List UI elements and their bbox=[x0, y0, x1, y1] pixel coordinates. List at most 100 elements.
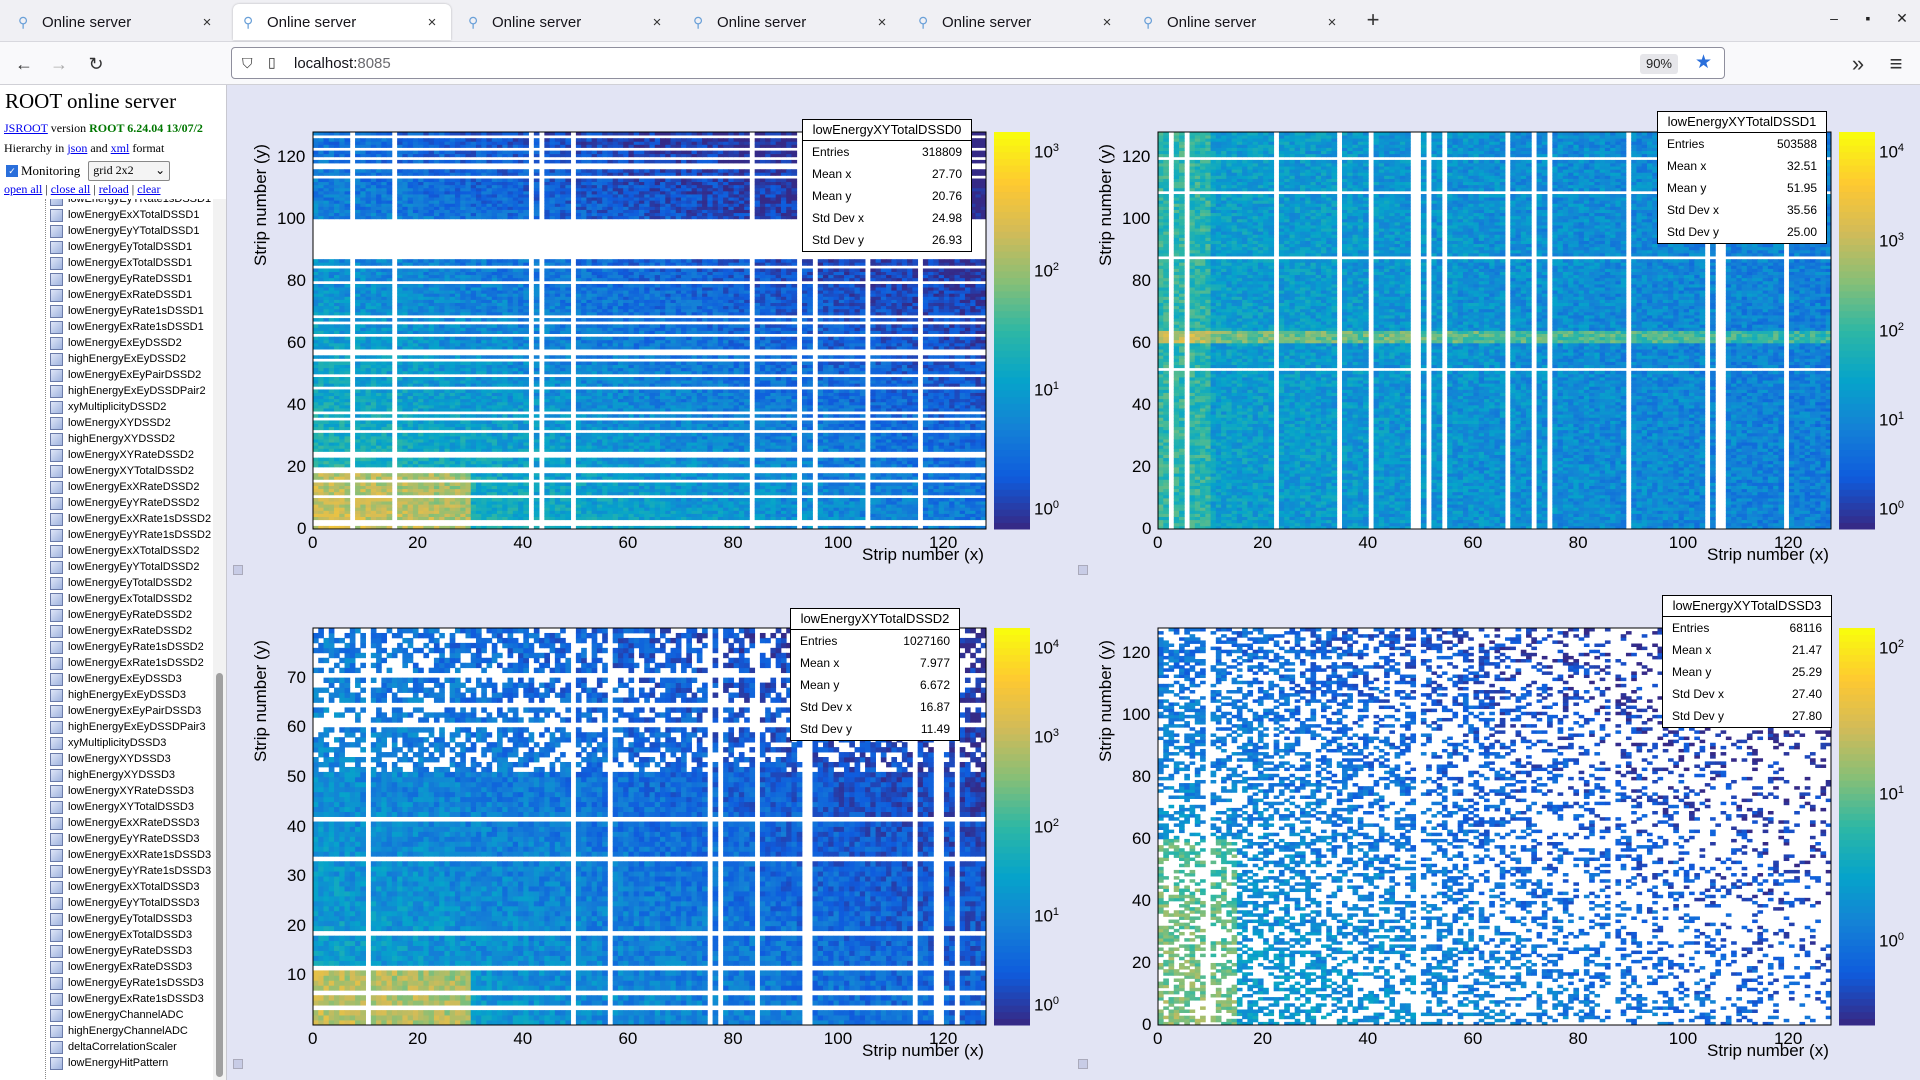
tree-item[interactable]: lowEnergyEyYRateDSSD3 bbox=[50, 831, 199, 847]
heatmap-bin bbox=[596, 389, 603, 393]
tree-item[interactable]: lowEnergyExXRate1sDSSD3 bbox=[50, 847, 211, 863]
tree-item[interactable]: lowEnergyExXRateDSSD2 bbox=[50, 479, 199, 495]
tree-item[interactable]: lowEnergyEyYRate1sDSSD2 bbox=[50, 527, 211, 543]
jsroot-link[interactable]: JSROOT bbox=[4, 121, 48, 135]
tree-item[interactable]: lowEnergyExXTotalDSSD1 bbox=[50, 207, 199, 223]
tree-item[interactable]: lowEnergyExTotalDSSD3 bbox=[50, 927, 192, 943]
app-menu-button[interactable]: ≡ bbox=[1882, 50, 1910, 78]
heatmap-bin bbox=[686, 367, 692, 372]
reload-link[interactable]: reload bbox=[99, 182, 129, 196]
heatmap-bin bbox=[838, 497, 845, 502]
maximize-window-button[interactable]: ▪ bbox=[1856, 10, 1880, 32]
tree-item[interactable]: lowEnergyChannelADC bbox=[50, 1007, 184, 1023]
tree-item[interactable]: lowEnergyEyRate1sDSSD1 bbox=[50, 303, 204, 319]
tree-item[interactable]: lowEnergyExXTotalDSSD2 bbox=[50, 543, 199, 559]
tree-item[interactable]: lowEnergyExRateDSSD3 bbox=[50, 959, 192, 975]
url-bar[interactable]: ⛉ ▯ localhost:8085 90% ★ bbox=[231, 47, 1725, 79]
tree-item[interactable]: lowEnergyEyRateDSSD2 bbox=[50, 607, 192, 623]
tree-item[interactable]: lowEnergyEyTotalDSSD3 bbox=[50, 911, 192, 927]
tree-item[interactable]: lowEnergyExRate1sDSSD2 bbox=[50, 655, 204, 671]
histogram-pad[interactable]: 0 20 40 60 80 100 120 0 20 40 60 80 100 120 103 102 101 1… bbox=[227, 85, 1072, 581]
tree-item[interactable]: lowEnergyExEyPairDSSD3 bbox=[50, 703, 201, 719]
close-tab-icon[interactable]: × bbox=[648, 14, 666, 31]
tree-item[interactable]: highEnergyExEyDSSD2 bbox=[50, 351, 186, 367]
tree-item[interactable]: highEnergyChannelADC bbox=[50, 1023, 188, 1039]
close-tab-icon[interactable]: × bbox=[1323, 14, 1341, 31]
tree-item[interactable]: xyMultiplicityDSSD3 bbox=[50, 735, 166, 751]
tree-item[interactable]: lowEnergyExRate1sDSSD3 bbox=[50, 991, 204, 1007]
xml-link[interactable]: xml bbox=[111, 141, 130, 155]
tree-item[interactable]: lowEnergyEyRate1sDSSD2 bbox=[50, 639, 204, 655]
sidebar-scrollbar[interactable] bbox=[213, 199, 226, 1080]
tree-item[interactable]: lowEnergyEyYTotalDSSD3 bbox=[50, 895, 199, 911]
tree-item[interactable]: lowEnergyExEyPairDSSD2 bbox=[50, 367, 201, 383]
tree-item[interactable]: highEnergyExEyDSSDPair2 bbox=[50, 383, 206, 399]
back-button[interactable]: ← bbox=[10, 50, 38, 78]
close-tab-icon[interactable]: × bbox=[423, 14, 441, 31]
tree-item[interactable]: lowEnergyEyTotalDSSD2 bbox=[50, 575, 192, 591]
bookmark-star-icon[interactable]: ★ bbox=[1695, 51, 1712, 74]
forward-button[interactable]: → bbox=[45, 50, 73, 78]
url-text[interactable]: localhost:8085 bbox=[294, 55, 391, 72]
tree-item[interactable]: highEnergyXYDSSD3 bbox=[50, 767, 175, 783]
tree-item[interactable]: highEnergyExEyDSSDPair3 bbox=[50, 719, 206, 735]
zoom-level-button[interactable]: 90% bbox=[1639, 54, 1678, 74]
monitoring-checkbox[interactable]: ✓ bbox=[6, 165, 18, 177]
clear-link[interactable]: clear bbox=[137, 182, 160, 196]
tree-item[interactable]: lowEnergyExTotalDSSD2 bbox=[50, 591, 192, 607]
tree-item[interactable]: lowEnergyHitPattern bbox=[50, 1055, 168, 1071]
tree-item[interactable]: lowEnergyEyYRate1sDSSD1 bbox=[50, 199, 211, 207]
tree-item[interactable]: lowEnergyEyYTotalDSSD2 bbox=[50, 559, 199, 575]
tree-item[interactable]: lowEnergyExEyDSSD2 bbox=[50, 335, 182, 351]
browser-tab[interactable]: ⚲ Online server × bbox=[8, 4, 226, 40]
close-tab-icon[interactable]: × bbox=[1098, 14, 1116, 31]
browser-tab[interactable]: ⚲ Online server × bbox=[1133, 4, 1351, 40]
tree-item[interactable]: lowEnergyEyYRate1sDSSD3 bbox=[50, 863, 211, 879]
tree-item[interactable]: lowEnergyXYRateDSSD3 bbox=[50, 783, 194, 799]
tree-item[interactable]: lowEnergyEyTotalDSSD1 bbox=[50, 239, 192, 255]
tree-item[interactable]: lowEnergyXYRateDSSD2 bbox=[50, 447, 194, 463]
browser-tab[interactable]: ⚲ Online server × bbox=[458, 4, 676, 40]
tree-item[interactable]: lowEnergyExXTotalDSSD3 bbox=[50, 879, 199, 895]
tree-item[interactable]: lowEnergyEyRateDSSD3 bbox=[50, 943, 192, 959]
tree-item[interactable]: lowEnergyExRateDSSD1 bbox=[50, 287, 192, 303]
tree-item[interactable]: lowEnergyXYTotalDSSD2 bbox=[50, 463, 194, 479]
tree-item[interactable]: lowEnergyExXRateDSSD3 bbox=[50, 815, 199, 831]
tree-item[interactable]: lowEnergyXYDSSD3 bbox=[50, 751, 171, 767]
browser-tab[interactable]: ⚲ Online server × bbox=[683, 4, 901, 40]
tree-item[interactable]: lowEnergyExRate1sDSSD1 bbox=[50, 319, 204, 335]
tree-item[interactable]: lowEnergyXYDSSD2 bbox=[50, 415, 171, 431]
close-tab-icon[interactable]: × bbox=[198, 14, 216, 31]
new-tab-button[interactable]: + bbox=[1360, 8, 1386, 34]
tree-item[interactable]: xyMultiplicityDSSD2 bbox=[50, 399, 166, 415]
overflow-menu-button[interactable]: » bbox=[1844, 50, 1872, 78]
tree-item[interactable]: lowEnergyEyYRateDSSD2 bbox=[50, 495, 199, 511]
scrollbar-thumb[interactable] bbox=[216, 673, 223, 1077]
heatmap-bin bbox=[880, 463, 887, 468]
layout-select[interactable]: grid 2x2 ⌄ bbox=[88, 161, 171, 181]
reload-button[interactable]: ↻ bbox=[82, 50, 110, 78]
close-window-button[interactable]: ✕ bbox=[1890, 10, 1914, 32]
tree-item[interactable]: lowEnergyExRateDSSD2 bbox=[50, 623, 192, 639]
tree-item[interactable]: lowEnergyEyYTotalDSSD1 bbox=[50, 223, 199, 239]
heatmap-bin bbox=[875, 460, 882, 465]
minimize-window-button[interactable]: – bbox=[1822, 10, 1846, 32]
json-link[interactable]: json bbox=[67, 141, 87, 155]
heatmap-bin bbox=[449, 398, 456, 403]
browser-tab[interactable]: ⚲ Online server × bbox=[233, 4, 451, 40]
tree-item[interactable]: lowEnergyXYTotalDSSD3 bbox=[50, 799, 194, 815]
tree-item[interactable]: lowEnergyExTotalDSSD1 bbox=[50, 255, 192, 271]
tree-item[interactable]: lowEnergyEyRate1sDSSD3 bbox=[50, 975, 204, 991]
tree-item[interactable]: lowEnergyExEyDSSD3 bbox=[50, 671, 182, 687]
tree-item[interactable]: lowEnergyEyRateDSSD1 bbox=[50, 271, 192, 287]
open-all-link[interactable]: open all bbox=[4, 182, 42, 196]
tree-item[interactable]: lowEnergyExXRate1sDSSD2 bbox=[50, 511, 211, 527]
shield-icon[interactable]: ⛉ bbox=[242, 55, 253, 72]
close-all-link[interactable]: close all bbox=[51, 182, 91, 196]
browser-tab[interactable]: ⚲ Online server × bbox=[908, 4, 1126, 40]
pad-resize-handle[interactable] bbox=[233, 565, 243, 575]
tree-item[interactable]: highEnergyExEyDSSD3 bbox=[50, 687, 186, 703]
tree-item[interactable]: deltaCorrelationScaler bbox=[50, 1039, 177, 1055]
tree-item[interactable]: highEnergyXYDSSD2 bbox=[50, 431, 175, 447]
close-tab-icon[interactable]: × bbox=[873, 14, 891, 31]
